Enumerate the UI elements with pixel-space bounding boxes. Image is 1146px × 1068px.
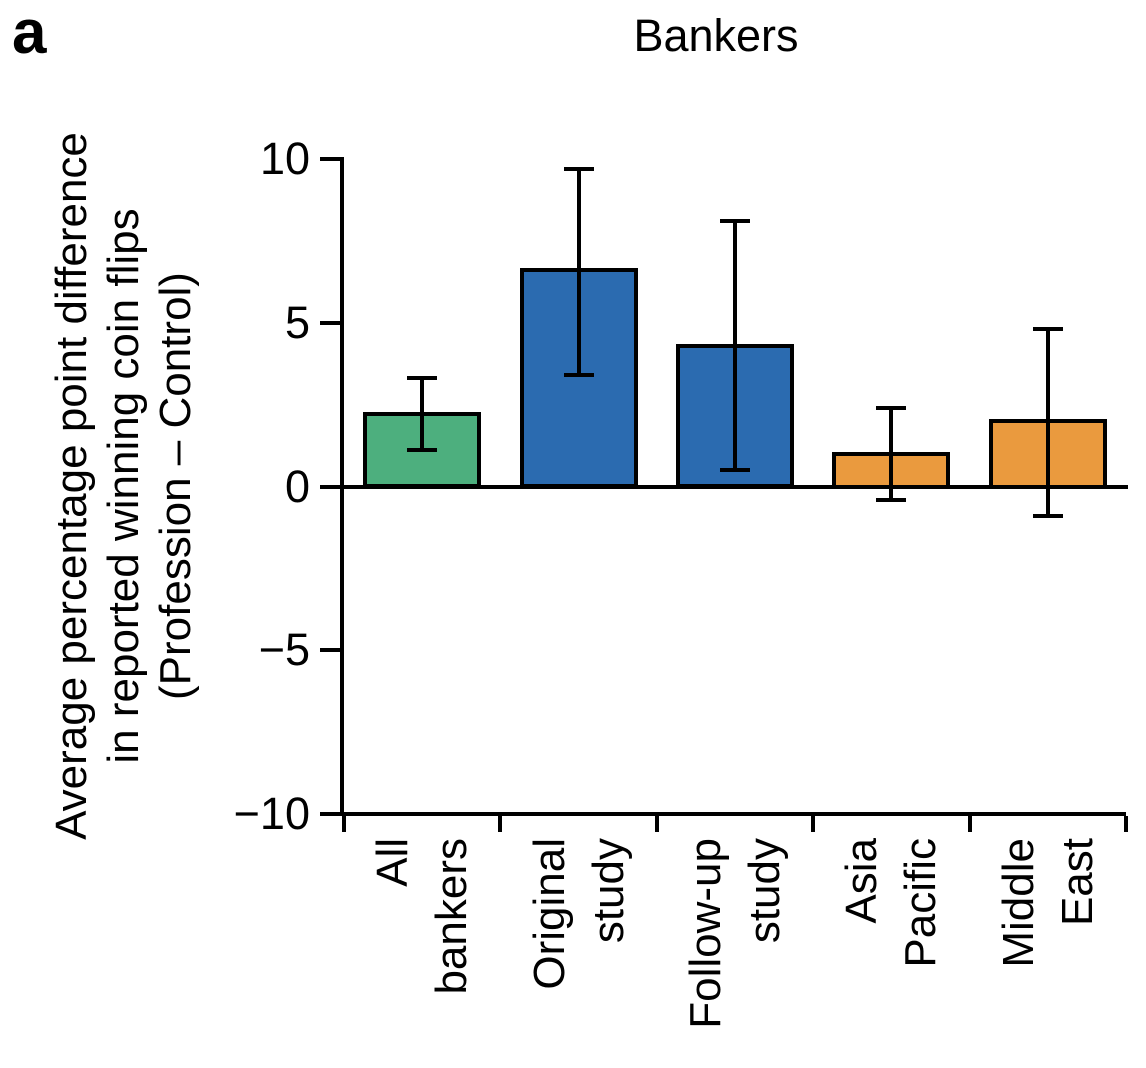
error-bar-cap-top	[876, 405, 907, 410]
x-category-label: All bankers	[363, 838, 481, 1063]
error-bar-line	[733, 221, 737, 471]
x-tick	[811, 816, 816, 832]
x-tick	[342, 816, 346, 832]
error-bar-cap-bottom	[876, 497, 907, 502]
y-tick-label: 10	[259, 133, 310, 184]
error-bar-cap-bottom	[407, 448, 438, 453]
y-tick	[320, 320, 340, 325]
x-category-label-text: All bankers	[363, 838, 481, 1063]
y-tick-label: −10	[233, 788, 310, 839]
x-category-label: Original study	[520, 838, 638, 1063]
x-category-label-line: East	[1052, 838, 1102, 927]
x-tick	[967, 816, 972, 832]
error-bar-line	[889, 407, 894, 500]
error-bar-cap-top	[1032, 327, 1063, 332]
x-category-label: Middle East	[989, 838, 1107, 1063]
error-bar-cap-top	[563, 166, 594, 171]
chart-title: Bankers	[633, 10, 799, 61]
x-category-label-line: Follow-up	[681, 838, 730, 1029]
x-category-label-line: Asia	[837, 838, 887, 924]
y-tick	[320, 812, 340, 816]
x-category-label-text: Middle East	[989, 838, 1107, 1063]
y-tick-label: 0	[284, 460, 310, 512]
x-category-label-line: Original	[524, 838, 574, 990]
panel-label: a	[12, 0, 47, 67]
x-category-label: Follow-up study	[676, 838, 794, 1063]
y-tick	[320, 484, 340, 489]
x-category-label: Asia Pacific	[832, 838, 950, 1063]
error-bar-cap-bottom	[1032, 513, 1063, 518]
error-bar-line	[1045, 329, 1050, 516]
error-bar-line	[420, 378, 425, 451]
error-bar-cap-top	[720, 219, 750, 224]
error-bar-line	[576, 168, 581, 376]
x-axis-line	[340, 812, 1126, 816]
x-category-label-line: bankers	[427, 838, 477, 995]
y-tick	[320, 157, 340, 161]
y-tick-label: −5	[258, 624, 310, 676]
error-bar-cap-bottom	[563, 373, 594, 378]
x-category-label-line: study	[740, 838, 789, 944]
error-bar-cap-top	[407, 376, 438, 381]
x-category-label-line: study	[583, 838, 633, 944]
x-tick	[498, 816, 503, 832]
x-category-label-line: Middle	[993, 838, 1043, 968]
x-category-label-text: Follow-up study	[676, 838, 794, 1063]
x-category-label-text: Original study	[520, 838, 638, 1063]
x-tick	[654, 816, 659, 832]
y-axis-line	[340, 157, 344, 816]
x-category-label-line: All	[368, 838, 418, 887]
error-bar-cap-bottom	[720, 468, 750, 473]
x-category-label-text: Asia Pacific	[832, 838, 950, 1063]
x-tick	[1124, 816, 1128, 832]
x-category-label-line: Pacific	[896, 838, 946, 968]
y-tick	[320, 648, 340, 653]
zero-line	[342, 484, 1128, 489]
y-tick-label: 5	[284, 296, 310, 348]
